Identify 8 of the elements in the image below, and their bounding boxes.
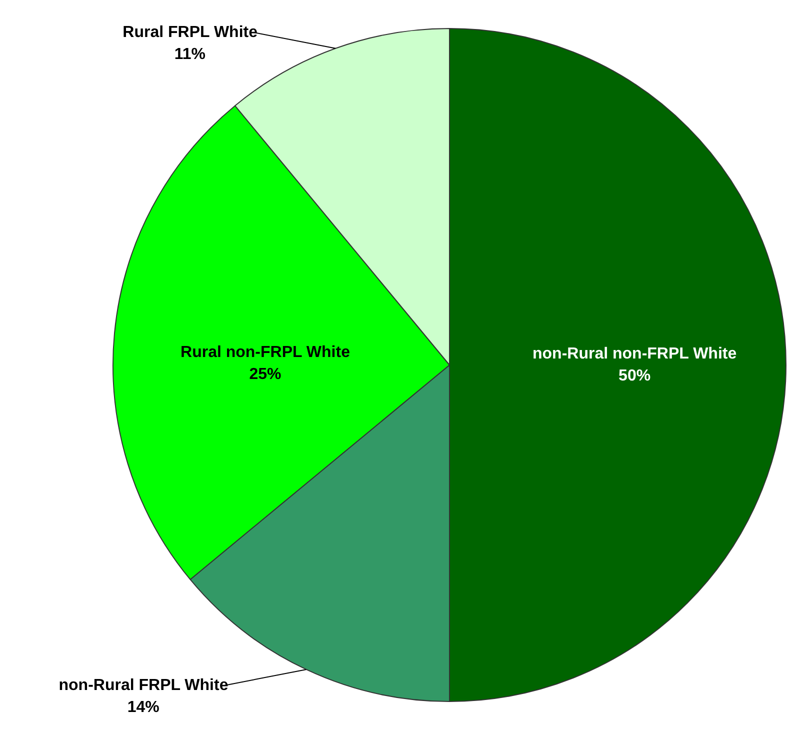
data-label: 25% (249, 366, 282, 383)
slice-label: Rural FRPL White (122, 24, 258, 41)
data-label: 50% (618, 367, 651, 384)
slice-label: non-Rural non-FRPL White (532, 345, 737, 362)
data-label: 11% (174, 46, 206, 63)
data-label: 14% (127, 698, 160, 716)
slice-label: Rural non-FRPL White (180, 344, 350, 361)
slice-label: non-Rural FRPL White (58, 676, 228, 694)
